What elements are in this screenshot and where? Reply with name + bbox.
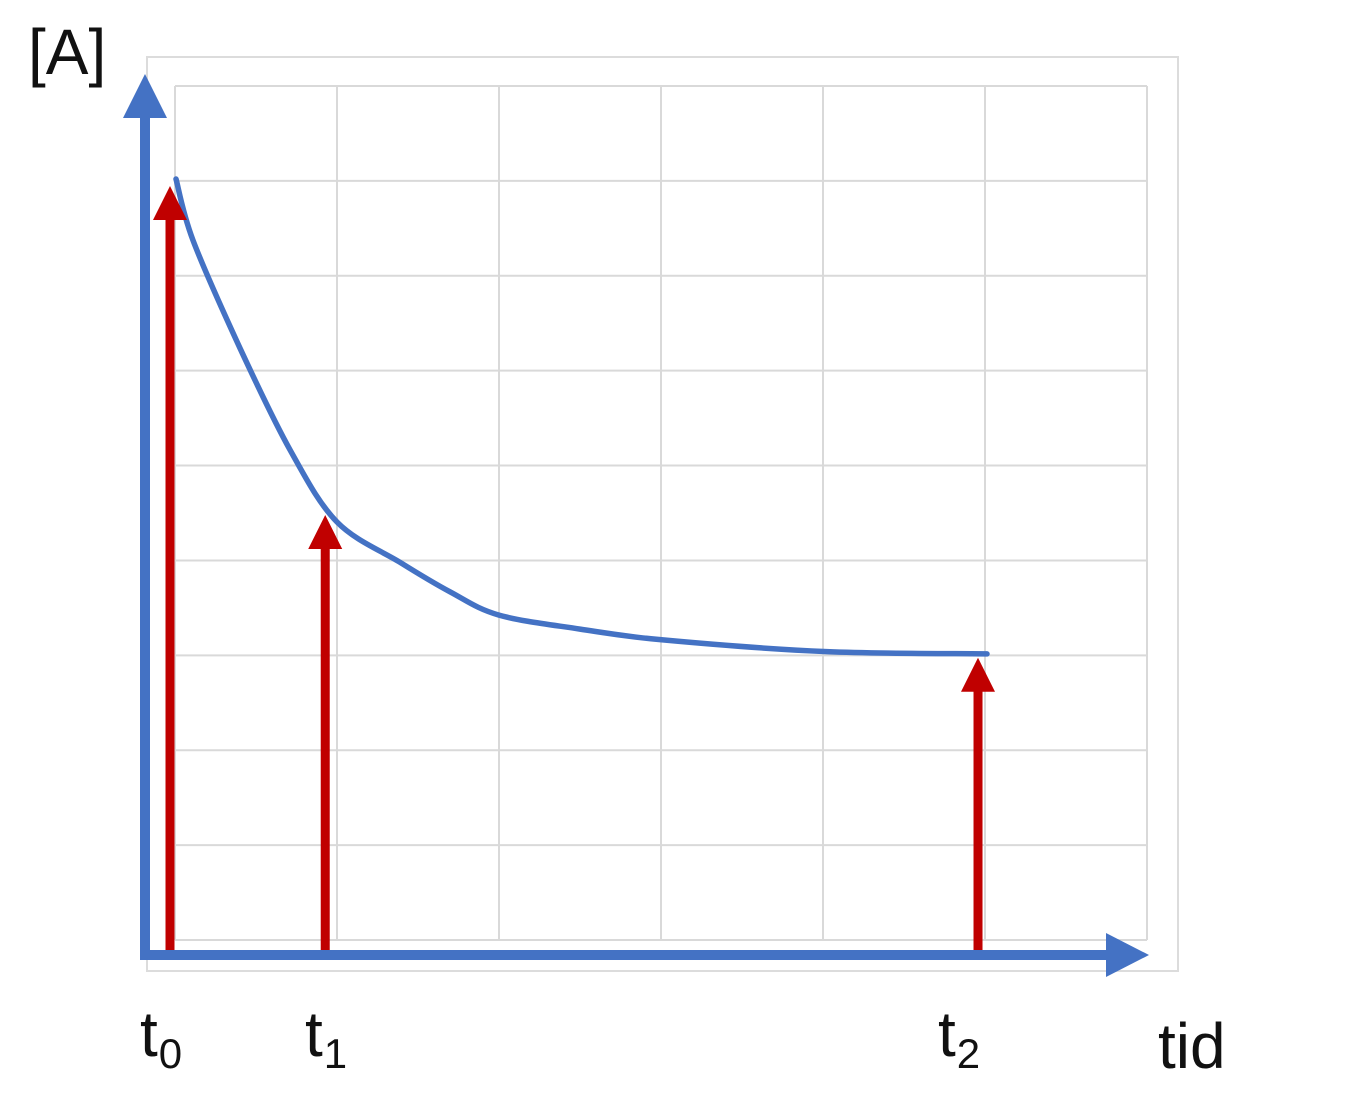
marker-label-t1-base: t bbox=[305, 998, 323, 1070]
marker-arrowhead-t0 bbox=[153, 185, 187, 220]
marker-label-t1: t1 bbox=[305, 1002, 347, 1075]
marker-label-t2: t2 bbox=[938, 1002, 980, 1075]
marker-label-t2-subscript: 2 bbox=[956, 1030, 981, 1077]
marker-label-t0: t0 bbox=[140, 1002, 182, 1075]
chart-frame-border bbox=[146, 56, 1179, 972]
concentration-curve bbox=[173, 176, 990, 657]
x-axis-label: tid bbox=[1158, 1010, 1226, 1082]
marker-arrowhead-t2 bbox=[961, 657, 996, 692]
marker-label-t0-base: t bbox=[140, 998, 158, 1070]
y-axis-label: [A] bbox=[28, 16, 107, 88]
marker-label-t0-subscript: 0 bbox=[158, 1030, 183, 1077]
x-axis-arrowhead bbox=[1106, 933, 1149, 977]
marker-label-t2-base: t bbox=[938, 998, 956, 1070]
y-axis-arrowhead bbox=[123, 74, 167, 118]
marker-arrowhead-t1 bbox=[308, 515, 343, 550]
marker-label-t1-subscript: 1 bbox=[323, 1030, 348, 1077]
